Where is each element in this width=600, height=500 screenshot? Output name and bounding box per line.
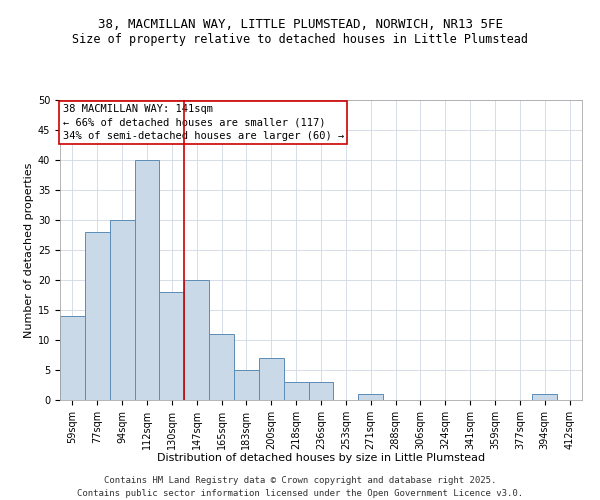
Bar [259, 358, 284, 400]
Y-axis label: Number of detached properties: Number of detached properties [23, 162, 34, 338]
Bar [284, 382, 308, 400]
Text: 38 MACMILLAN WAY: 141sqm
← 66% of detached houses are smaller (117)
34% of semi-: 38 MACMILLAN WAY: 141sqm ← 66% of detach… [62, 104, 344, 141]
Bar [308, 382, 334, 400]
Bar [85, 232, 110, 400]
Bar [134, 160, 160, 400]
Bar [234, 370, 259, 400]
Text: 38, MACMILLAN WAY, LITTLE PLUMSTEAD, NORWICH, NR13 5FE: 38, MACMILLAN WAY, LITTLE PLUMSTEAD, NOR… [97, 18, 503, 30]
Bar [358, 394, 383, 400]
Bar [110, 220, 134, 400]
Bar [184, 280, 209, 400]
Bar [209, 334, 234, 400]
Bar [60, 316, 85, 400]
X-axis label: Distribution of detached houses by size in Little Plumstead: Distribution of detached houses by size … [157, 454, 485, 464]
Text: Size of property relative to detached houses in Little Plumstead: Size of property relative to detached ho… [72, 32, 528, 46]
Text: Contains HM Land Registry data © Crown copyright and database right 2025.
Contai: Contains HM Land Registry data © Crown c… [77, 476, 523, 498]
Bar [160, 292, 184, 400]
Bar [532, 394, 557, 400]
